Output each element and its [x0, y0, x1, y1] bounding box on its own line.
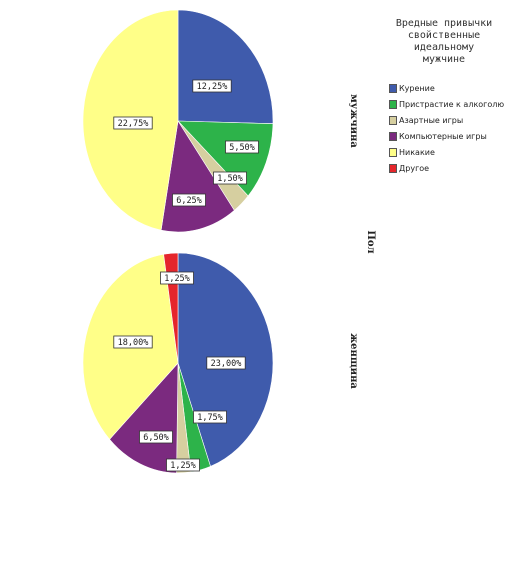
legend-swatch-computer-games: [389, 132, 397, 141]
panel-label-male: мужчина: [348, 94, 359, 148]
slice-value-label: 18,00%: [113, 335, 153, 349]
legend-item-none: Никакие: [383, 148, 513, 158]
panel-label-female: женщина: [348, 333, 359, 389]
svg-text:12,25%: 12,25%: [197, 82, 228, 92]
svg-text:5,50%: 5,50%: [229, 143, 255, 153]
svg-text:22,75%: 22,75%: [118, 119, 149, 129]
svg-text:6,25%: 6,25%: [176, 196, 202, 206]
legend-item-other: Другое: [383, 164, 513, 174]
slice-value-label: 22,75%: [113, 116, 153, 130]
legend-swatch-gambling: [389, 116, 397, 125]
legend-label-computer-games: Компьютерные игры: [399, 132, 487, 141]
legend-item-computer-games: Компьютерные игры: [383, 132, 513, 142]
svg-text:23,00%: 23,00%: [211, 359, 242, 369]
pie-slice: [109, 362, 179, 474]
legend: Вредные привычки свойственные идеальному…: [383, 18, 513, 180]
legend-swatch-other: [389, 164, 397, 173]
legend-item-smoking: Курение: [383, 84, 513, 94]
slice-value-label: 6,25%: [172, 193, 206, 207]
slice-value-label: 23,00%: [206, 356, 246, 370]
slice-value-label: 1,50%: [213, 171, 247, 185]
pie-slice: [177, 9, 274, 125]
legend-label-smoking: Курение: [399, 84, 435, 93]
legend-item-alcohol: Пристрастие к алкоголю: [383, 100, 513, 110]
legend-swatch-smoking: [389, 84, 397, 93]
legend-label-gambling: Азартные игры: [399, 116, 464, 125]
legend-item-gambling: Азартные игры: [383, 116, 513, 126]
svg-text:1,25%: 1,25%: [170, 461, 196, 471]
slice-value-label: 12,25%: [192, 79, 232, 93]
svg-text:18,00%: 18,00%: [118, 338, 149, 348]
slice-value-label: 1,25%: [166, 458, 200, 472]
facet-axis-title: Пол: [365, 230, 376, 254]
legend-swatch-alcohol: [389, 100, 397, 109]
svg-text:1,25%: 1,25%: [164, 274, 190, 284]
pie-slice: [177, 120, 274, 197]
legend-items: Курение Пристрастие к алкоголю Азартные …: [383, 84, 513, 174]
legend-label-other: Другое: [399, 164, 430, 173]
legend-title: Вредные привычки свойственные идеальному…: [395, 18, 493, 65]
slice-value-label: 1,75%: [193, 410, 227, 424]
svg-text:1,50%: 1,50%: [217, 174, 243, 184]
legend-label-alcohol: Пристрастие к алкоголю: [399, 100, 505, 109]
svg-text:6,50%: 6,50%: [143, 433, 169, 443]
legend-swatch-none: [389, 148, 397, 157]
slice-value-label: 1,25%: [160, 271, 194, 285]
svg-text:1,75%: 1,75%: [197, 413, 223, 423]
slice-value-label: 6,50%: [139, 430, 173, 444]
slice-value-label: 5,50%: [225, 140, 259, 154]
legend-label-none: Никакие: [399, 148, 435, 157]
